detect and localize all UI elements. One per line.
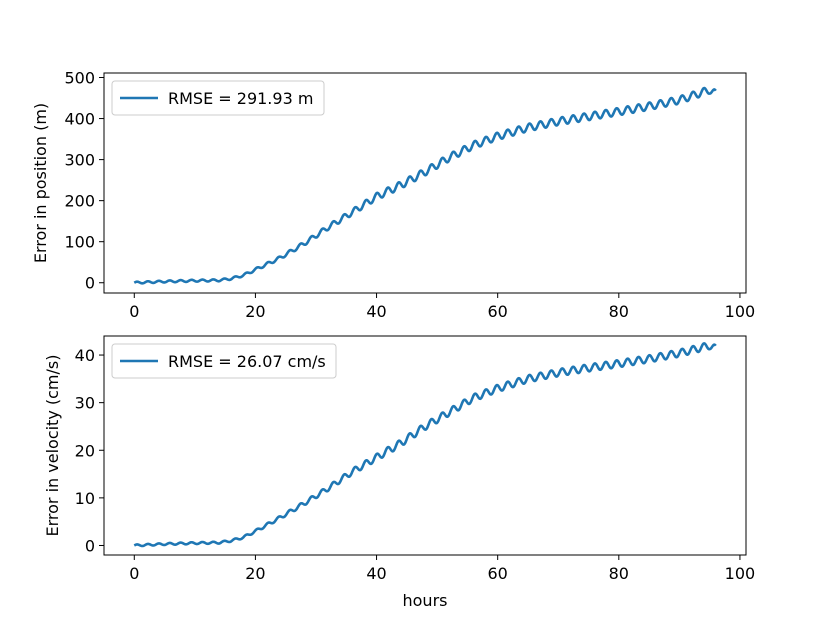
plot0-y-tick-label: 200 — [64, 192, 95, 211]
plot0-y-tick-label: 400 — [64, 110, 95, 129]
plot1-series-line — [133, 342, 717, 548]
plot0-x-tick-label: 60 — [487, 302, 507, 321]
plot1-x-tick-label: 80 — [609, 564, 629, 583]
plot1-legend-box — [111, 343, 337, 379]
plot1-y-axis-label: Error in velocity (cm/s) — [43, 355, 62, 537]
plot1-y-tick-label: 40 — [75, 346, 95, 365]
plot1-y-tick-label: 10 — [75, 489, 95, 508]
plot1-x-tick-label: 0 — [129, 564, 139, 583]
plot1-x-tick-label: 20 — [245, 564, 265, 583]
plot1-axes-frame — [103, 335, 747, 556]
plot0-y-axis-label: Error in position (m) — [31, 103, 50, 263]
plot0-legend: RMSE = 291.93 m — [111, 80, 325, 116]
plot1-y-tick-label: 30 — [75, 394, 95, 413]
velocity-error-plot: 0 20 40 60 80 100 0 10 20 30 40 Error in velocity (… — [43, 335, 756, 610]
plot0-axes-frame — [103, 72, 747, 294]
plot0-y-tick-label: 300 — [64, 151, 95, 170]
plot0-x-tick-label: 0 — [129, 302, 139, 321]
plot0-x-tick-label: 40 — [366, 302, 386, 321]
plot0-series-line — [133, 86, 717, 285]
plot1-x-axis-label: hours — [403, 591, 448, 610]
plot0-x-tick-label: 80 — [609, 302, 629, 321]
plot1-legend-label: RMSE = 26.07 cm/s — [168, 352, 326, 371]
plot0-y-tick-label: 500 — [64, 69, 95, 88]
plot0-legend-label: RMSE = 291.93 m — [168, 89, 313, 108]
plot0-y-tick-label: 0 — [85, 274, 95, 293]
plot1-x-tick-label: 60 — [487, 564, 507, 583]
plot0-y-tick-label: 100 — [64, 233, 95, 252]
plot1-legend: RMSE = 26.07 cm/s — [111, 343, 337, 379]
plot0-x-tick-label: 20 — [245, 302, 265, 321]
plot1-y-tick-label: 0 — [85, 536, 95, 555]
plot1-y-tick-label: 20 — [75, 441, 95, 460]
plot1-x-tick-label: 100 — [725, 564, 756, 583]
position-error-plot: 0 20 40 60 80 100 0 100 200 300 400 500 Error in pos… — [31, 69, 755, 321]
plot0-x-tick-label: 100 — [725, 302, 756, 321]
plot1-x-tick-label: 40 — [366, 564, 386, 583]
plot0-legend-box — [111, 80, 325, 116]
